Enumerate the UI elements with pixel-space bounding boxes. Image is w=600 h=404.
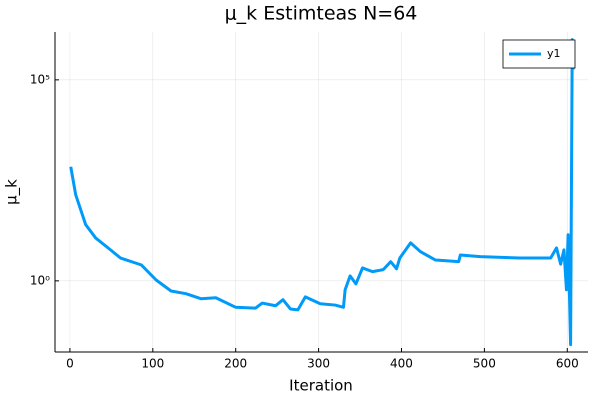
x-tick-label: 600 [556, 357, 579, 371]
legend-label: y1 [547, 47, 561, 60]
x-tick-label: 300 [307, 357, 330, 371]
x-tick-label: 400 [390, 357, 413, 371]
data-line [69, 38, 575, 347]
x-tick-label: 200 [224, 357, 247, 371]
x-tick-label: 0 [66, 357, 74, 371]
chart-title: μ_k Estimteas N=64 [225, 3, 418, 25]
y-axis-label: μ_k [3, 179, 22, 205]
y-tick-label: 10⁰ [30, 273, 50, 287]
x-tick-label: 500 [473, 357, 496, 371]
y-tick-label: 10⁵ [30, 72, 50, 86]
x-tick-label: 100 [141, 357, 164, 371]
x-axis-label: Iteration [289, 377, 353, 395]
